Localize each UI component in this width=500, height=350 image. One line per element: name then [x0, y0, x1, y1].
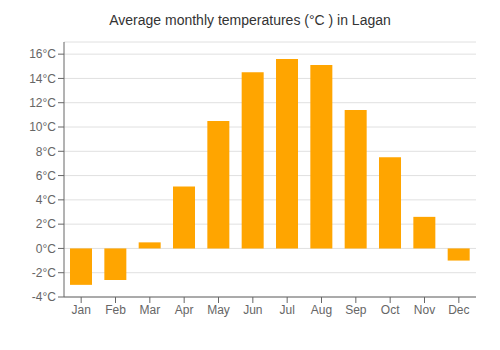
svg-text:0°C: 0°C [36, 242, 56, 256]
svg-text:Sep: Sep [345, 303, 367, 317]
svg-text:Oct: Oct [381, 303, 400, 317]
svg-text:Mar: Mar [139, 303, 160, 317]
svg-text:Feb: Feb [105, 303, 126, 317]
svg-text:Aug: Aug [311, 303, 332, 317]
svg-text:2°C: 2°C [36, 217, 56, 231]
svg-text:May: May [207, 303, 230, 317]
html-text:Average monthly temperatures (: Average monthly temperatures (°C ) in La… [109, 12, 391, 28]
svg-text:10°C: 10°C [29, 120, 56, 134]
svg-text:12°C: 12°C [29, 96, 56, 110]
svg-text:Jun: Jun [243, 303, 262, 317]
svg-text:Dec: Dec [448, 303, 469, 317]
svg-text:8°C: 8°C [36, 145, 56, 159]
svg-text:-2°C: -2°C [32, 266, 56, 280]
svg-text:16°C: 16°C [29, 47, 56, 61]
svg-text:14°C: 14°C [29, 72, 56, 86]
svg-text:Jul: Jul [279, 303, 294, 317]
svg-text:Nov: Nov [414, 303, 435, 317]
svg-text:-4°C: -4°C [32, 290, 56, 304]
svg-text:Jan: Jan [71, 303, 90, 317]
svg-text:4°C: 4°C [36, 193, 56, 207]
svg-text:Apr: Apr [175, 303, 194, 317]
svg-text:6°C: 6°C [36, 169, 56, 183]
